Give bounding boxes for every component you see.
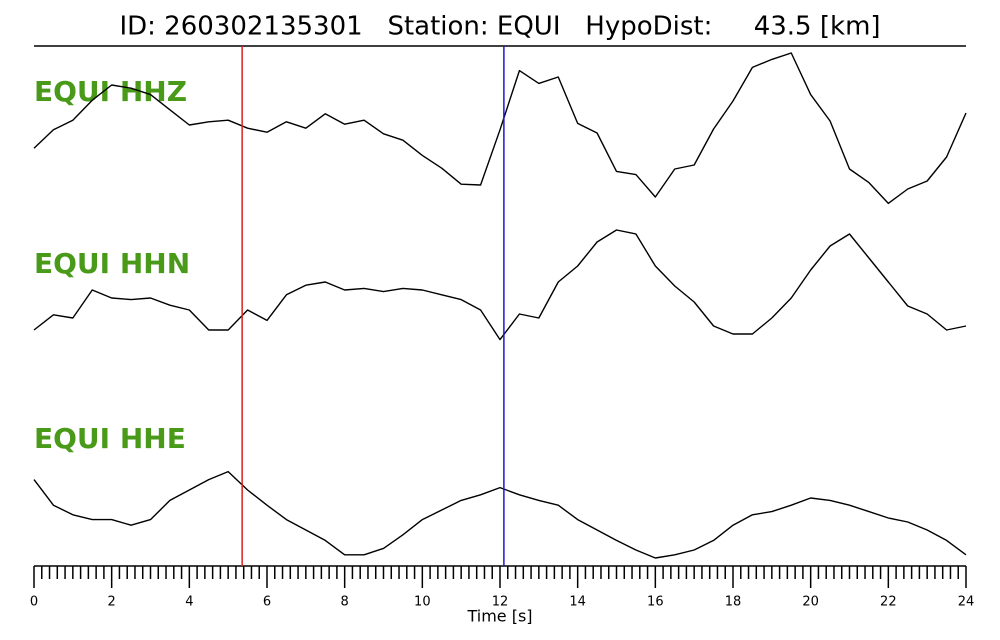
x-tick-label: 4: [185, 595, 193, 610]
x-tick-label: 16: [647, 595, 664, 610]
x-tick-label: 22: [880, 595, 897, 610]
x-tick-label: 18: [725, 595, 742, 610]
x-tick-label: 24: [958, 595, 975, 610]
x-tick-label: 12: [492, 595, 509, 610]
x-tick-label: 2: [108, 595, 116, 610]
trace: [33, 52, 967, 205]
x-tick-label: 8: [341, 595, 349, 610]
x-axis-label: Time [s]: [466, 607, 532, 626]
trace-label: EQUI HHZ: [34, 75, 187, 108]
x-tick-label: 14: [569, 595, 586, 610]
trace-label: EQUI HHE: [34, 422, 186, 455]
x-tick-label: 6: [263, 595, 271, 610]
x-tick-label: 0: [30, 595, 38, 610]
x-tick-label: 10: [414, 595, 431, 610]
trace: [33, 470, 967, 559]
x-tick-label: 20: [802, 595, 819, 610]
chart-title: ID: 260302135301 Station: EQUI HypoDist:…: [119, 12, 880, 42]
trace-label: EQUI HHN: [34, 247, 190, 280]
trace: [33, 229, 967, 341]
